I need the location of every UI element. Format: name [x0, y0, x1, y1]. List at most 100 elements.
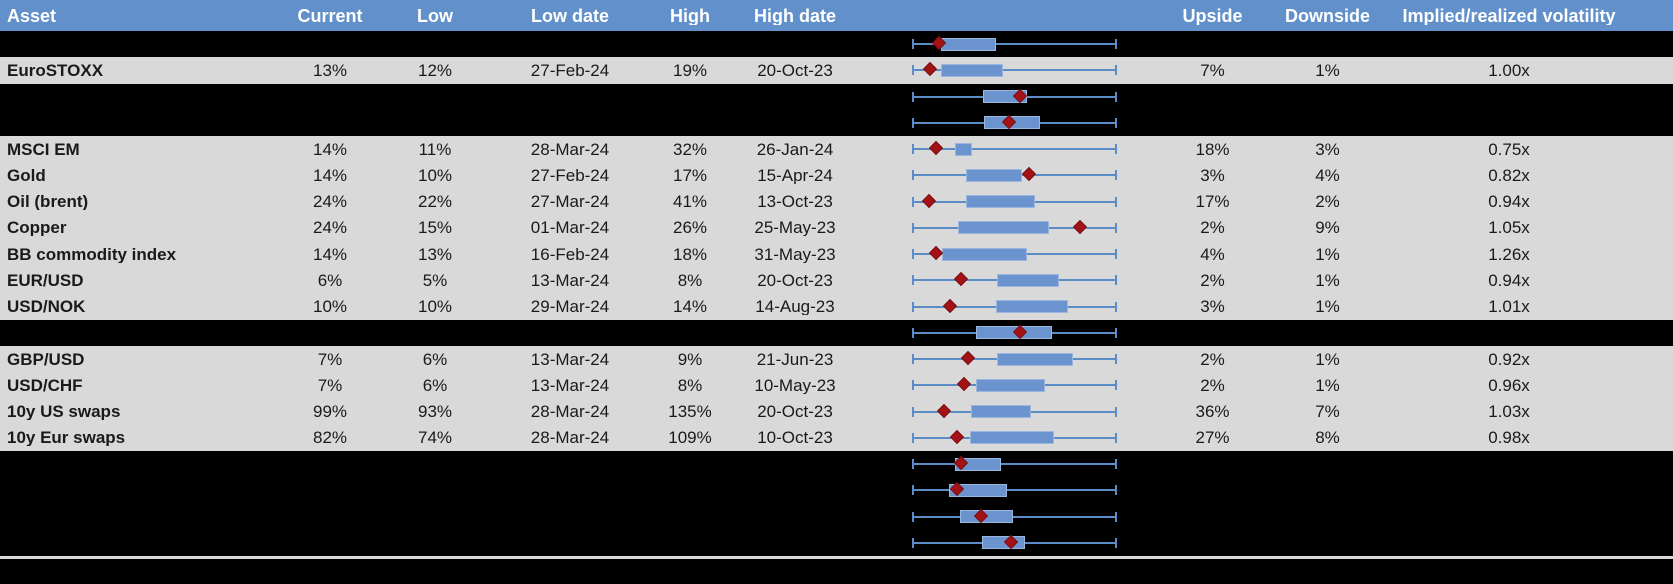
boxplot-area [912, 477, 1117, 503]
whisker-cap-high [1115, 222, 1117, 233]
upside-value: 18% [1195, 140, 1230, 158]
low-value: 11% [418, 140, 452, 158]
upside-value: 7% [1200, 61, 1225, 79]
current-value: 99% [312, 403, 348, 421]
range-box [957, 221, 1049, 235]
low-date: 13-Mar-24 [530, 350, 610, 368]
boxplot-area [912, 110, 1117, 136]
low-date: 16-Feb-24 [530, 245, 610, 263]
downside-value: 1% [1315, 271, 1340, 289]
whisker-cap-high [1115, 39, 1117, 50]
range-boxplot [870, 451, 1160, 477]
current-value: 6% [317, 271, 343, 289]
current-value: 24% [312, 193, 348, 211]
range-boxplot [870, 372, 1160, 398]
current-marker-diamond [949, 429, 964, 444]
whisker-line [912, 148, 1117, 151]
high-date: 20-Oct-23 [757, 61, 833, 79]
implied-realized-value: 1.03x [1488, 403, 1530, 421]
high-date: 26-Jan-24 [756, 140, 834, 158]
asset-name: EUR/USD [7, 271, 84, 289]
implied-realized-value: 0.75x [1488, 140, 1530, 158]
table-row: EUR/USD 6% 5% 13-Mar-24 8% 20-Oct-23 2% … [0, 267, 1673, 294]
current-value: 10% [312, 298, 348, 316]
whisker-cap-low [912, 511, 914, 522]
range-box [981, 536, 1026, 550]
table-row: USD/NOK 10% 10% 29-Mar-24 14% 14-Aug-23 … [0, 293, 1673, 320]
implied-realized-value: 0.82x [1488, 166, 1530, 184]
upside-value: 36% [1195, 403, 1230, 421]
downside-value: 7% [1315, 403, 1340, 421]
current-value: 7% [317, 350, 343, 368]
column-header-downside: Downside [1284, 6, 1370, 25]
whisker-cap-high [1115, 196, 1117, 207]
low-value: 6% [422, 350, 448, 368]
column-header-upside: Upside [1182, 6, 1243, 25]
low-value: 10% [417, 298, 453, 316]
boxplot-area [912, 136, 1117, 162]
low-value: 93% [417, 403, 453, 421]
high-date: 10-Oct-23 [757, 429, 833, 447]
range-boxplot [870, 294, 1160, 320]
implied-realized-value: 0.94x [1488, 193, 1530, 211]
range-boxplot [870, 477, 1160, 503]
upside-value: 2% [1200, 271, 1225, 289]
high-date: 15-Apr-24 [757, 166, 833, 184]
asset-name: USD/NOK [7, 298, 86, 316]
boxplot-area [912, 399, 1117, 425]
column-header-current: Current [297, 6, 363, 25]
range-box [971, 405, 1031, 419]
boxplot-area [912, 425, 1117, 451]
high-date: 13-Oct-23 [757, 193, 833, 211]
current-value: 14% [312, 166, 348, 184]
boxplot-area [912, 372, 1117, 398]
whisker-cap-low [912, 249, 914, 260]
table-header: Asset Current Low Low date High High dat… [0, 0, 1673, 31]
whisker-cap-high [1115, 91, 1117, 102]
current-marker-diamond [1072, 219, 1087, 234]
range-box [948, 483, 1007, 497]
low-value: 10% [417, 166, 453, 184]
low-date: 13-Mar-24 [530, 271, 610, 289]
high-date: 10-May-23 [754, 376, 836, 394]
column-header-low: Low [417, 6, 453, 25]
downside-value: 1% [1315, 298, 1340, 316]
range-box [997, 273, 1059, 287]
table-row [0, 529, 1673, 556]
high-value: 41% [672, 193, 708, 211]
table-row: Copper 24% 15% 01-Mar-24 26% 25-May-23 2… [0, 214, 1673, 241]
boxplot-area [912, 320, 1117, 346]
boxplot-area [912, 346, 1117, 372]
whisker-cap-high [1115, 170, 1117, 181]
downside-value: 8% [1315, 429, 1340, 447]
bottom-divider [0, 556, 1673, 559]
table-row: Gold 14% 10% 27-Feb-24 17% 15-Apr-24 3% … [0, 162, 1673, 189]
whisker-cap-high [1115, 65, 1117, 76]
high-value: 8% [677, 271, 703, 289]
boxplot-area [912, 294, 1117, 320]
table-row [0, 83, 1673, 110]
downside-value: 1% [1315, 350, 1340, 368]
current-marker-diamond [961, 351, 976, 366]
low-date: 27-Mar-24 [530, 193, 610, 211]
whisker-cap-low [912, 537, 914, 548]
high-date: 20-Oct-23 [757, 271, 833, 289]
high-date: 20-Oct-23 [757, 403, 833, 421]
whisker-cap-low [912, 275, 914, 286]
range-boxplot [870, 504, 1160, 530]
whisker-cap-high [1115, 117, 1117, 128]
low-value: 5% [422, 271, 448, 289]
low-date: 13-Mar-24 [530, 376, 610, 394]
low-date: 29-Mar-24 [530, 298, 610, 316]
range-boxplot [870, 346, 1160, 372]
implied-realized-value: 1.01x [1488, 298, 1530, 316]
whisker-cap-low [912, 144, 914, 155]
whisker-cap-low [912, 485, 914, 496]
whisker-cap-high [1115, 354, 1117, 365]
boxplot-area [912, 530, 1117, 556]
asset-name: BB commodity index [7, 245, 177, 263]
whisker-cap-low [912, 380, 914, 391]
boxplot-area [912, 504, 1117, 530]
whisker-cap-high [1115, 144, 1117, 155]
